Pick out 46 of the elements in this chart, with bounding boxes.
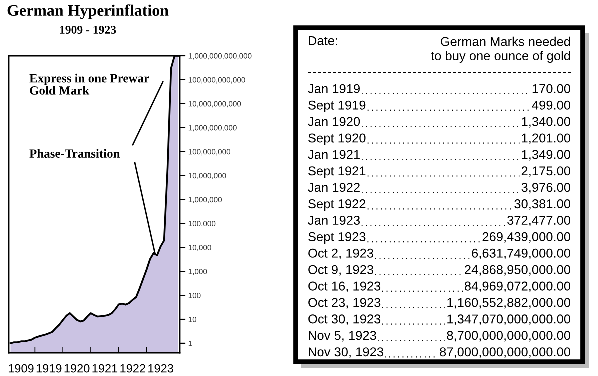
text: Oct 2, 1923	[308, 248, 374, 260]
text: Nov 30, 1923	[309, 348, 384, 358]
text: 8,700,000,000,000.00	[447, 331, 571, 342]
chart-subtitle: 1909 - 1923	[60, 26, 116, 34]
text: 1,347,070,000,000.00	[448, 314, 571, 326]
text: 1,201.00	[522, 134, 571, 144]
x-tick-label: 1920	[64, 364, 90, 373]
text: 3,976.00	[522, 183, 571, 194]
text: 170.00	[532, 84, 571, 94]
annotation: Phase-Transition	[30, 149, 120, 158]
x-tick-label: 1923	[148, 364, 174, 373]
text: 87,000,000,000,000.00	[440, 348, 571, 358]
text: Oct 9, 1923	[308, 265, 374, 276]
text: Sept 1919	[308, 100, 366, 112]
text: 6,631,749,000.00	[472, 248, 571, 260]
text: Jan 1922	[308, 183, 360, 192]
text: Nov 5, 1923	[309, 331, 376, 342]
text: 1,340.00	[522, 117, 571, 128]
text: Sept 1921	[308, 166, 366, 178]
text: 269,439,000.00	[482, 232, 571, 243]
text: 2,175.00	[522, 166, 571, 178]
text: Jan 1919	[308, 84, 360, 94]
text: Sept 1923	[308, 232, 366, 244]
x-tick-label: 1921	[92, 364, 118, 373]
text: 372,477.00	[508, 216, 571, 227]
x-tick-label: 1922	[120, 364, 146, 373]
text: Jan 1920	[308, 117, 360, 126]
text: Sept 1920	[308, 134, 366, 146]
text: Jan 1921	[308, 150, 360, 160]
text: 1,160,552,882,000.00	[448, 298, 571, 309]
text: Sept 1922	[308, 200, 366, 212]
chart-title: German Hyperinflation	[8, 4, 169, 20]
x-tick-label: 1909	[8, 364, 34, 373]
text: Oct 23, 1923	[308, 298, 381, 309]
annotation: Express in one Prewar Gold Mark	[30, 74, 150, 95]
text: 30,381.00	[514, 200, 571, 210]
x-tick-label: 1919	[36, 364, 62, 373]
text: German Marks needed to buy one ounce of gold	[431, 36, 570, 64]
text: 24,868,950,000.00	[465, 265, 571, 276]
text: Jan 1923	[308, 216, 360, 226]
text: 84,969,072,000.00	[464, 282, 571, 292]
text: Oct 16, 1923	[308, 282, 381, 292]
text: 1,349.00	[522, 150, 571, 161]
text: Oct 30, 1923	[308, 314, 381, 326]
text: Date:	[309, 36, 338, 46]
text: 499.00	[532, 100, 571, 110]
